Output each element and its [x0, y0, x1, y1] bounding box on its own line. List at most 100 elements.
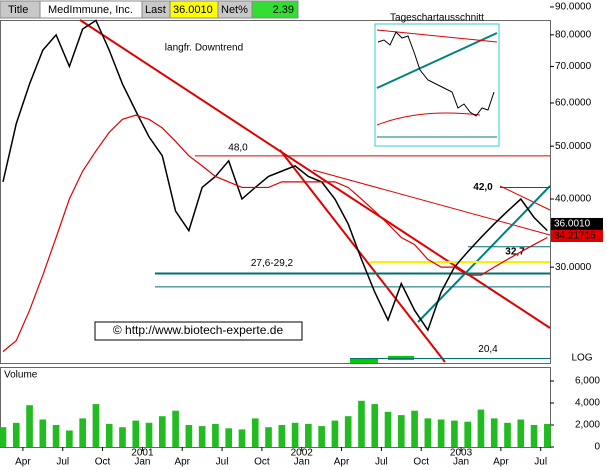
volume-bar [517, 419, 525, 447]
volume-bar [358, 400, 365, 447]
volume-bar [411, 410, 418, 447]
price-tag [551, 229, 603, 242]
y-tick-label: 90.0000 [555, 2, 592, 13]
volume-tick-label: 0 [594, 442, 600, 453]
plot-frame [0, 20, 551, 364]
volume-bar [318, 426, 325, 447]
x-tick-label: Oct [413, 457, 429, 468]
volume-bar [79, 418, 86, 447]
header-cell [251, 0, 299, 19]
volume-bar [384, 411, 392, 447]
volume-bar [185, 425, 193, 447]
volume-bar [92, 404, 100, 447]
volume-bar [12, 422, 20, 447]
volume-tick-label: 4,000 [575, 398, 600, 409]
x-tick-label: Apr [493, 457, 509, 468]
trend-line [279, 149, 446, 363]
year-label: 2002 [291, 448, 314, 459]
volume-bar [331, 420, 339, 447]
x-tick-label: Jan [453, 457, 469, 468]
y-tick-label: 30.0000 [555, 262, 592, 273]
volume-bar [52, 425, 60, 447]
volume-bar [26, 405, 33, 447]
volume-bar [212, 423, 219, 447]
y-tick-label: 50.0000 [555, 141, 592, 152]
x-tick-label: Jul [534, 457, 547, 468]
price-line [2, 114, 548, 353]
x-tick-label: Jul [56, 457, 69, 468]
header-label: Net% [221, 4, 248, 16]
volume-frame [0, 367, 551, 448]
header-last: 36.0010 [173, 4, 213, 16]
volume-bar [305, 423, 312, 447]
volume-bar [424, 418, 432, 447]
volume-bar [105, 423, 113, 447]
x-tick-label: Jan [294, 457, 310, 468]
price-line [2, 19, 548, 332]
volume-bar [145, 422, 153, 447]
volume-bar [544, 423, 551, 447]
y-tick-label: 80.0000 [555, 29, 592, 40]
level-label: 20,4 [478, 344, 498, 355]
volume-bar [371, 404, 379, 447]
volume-bar [39, 419, 47, 447]
volume-bar [397, 415, 405, 447]
volume-bar [225, 428, 233, 447]
volume-tick-label: 2,000 [575, 420, 600, 431]
x-tick-label: Jul [216, 457, 229, 468]
volume-title: Volume [4, 370, 38, 381]
level-label: 32,7 [505, 246, 525, 257]
y-tick-label: 60.0000 [555, 98, 592, 109]
level-label: 27,6-29,2 [251, 258, 294, 269]
volume-bar [504, 422, 511, 447]
volume-bar [238, 429, 246, 447]
volume-bar [437, 419, 445, 447]
marker [350, 359, 378, 363]
x-tick-label: Jan [134, 457, 150, 468]
header-label: Title [8, 4, 28, 16]
volume-bar [265, 427, 272, 447]
header-label: Last [145, 4, 166, 16]
volume-bar [66, 430, 73, 447]
level-label: 48,0 [228, 142, 248, 153]
x-tick-label: Apr [15, 457, 31, 468]
inset-line [376, 32, 498, 89]
header-name: MedImmune, Inc. [48, 4, 133, 16]
y-tick-label: 40.0000 [555, 194, 592, 205]
annotation: © http://www.biotech-experte.de [113, 323, 284, 337]
x-tick-label: Oct [95, 457, 111, 468]
volume-bar [291, 422, 299, 447]
volume-bar [0, 427, 7, 447]
volume-bar [530, 425, 538, 447]
volume-bar [451, 420, 458, 447]
x-tick-label: Oct [254, 457, 270, 468]
trend-line [312, 169, 551, 236]
volume-bar [344, 416, 352, 447]
year-label: 2001 [131, 448, 154, 459]
header-net: 2.39 [273, 4, 294, 16]
volume-bar [278, 425, 286, 447]
trend-line [499, 185, 551, 211]
year-label: 2003 [450, 448, 473, 459]
volume-tick-label: 6,000 [575, 376, 600, 387]
inset-line [376, 29, 498, 43]
annotation-box [94, 321, 303, 341]
y-tick-label: 70.0000 [555, 61, 592, 72]
x-tick-label: Jul [375, 457, 388, 468]
volume-bar [464, 421, 472, 447]
price-tag-label: 36.0010 [554, 219, 591, 230]
price-tag-label: 34.21715 [554, 231, 596, 242]
level-label: 42,0 [473, 182, 493, 193]
volume-bar [251, 418, 259, 447]
price-tag [551, 217, 603, 230]
x-tick-label: Apr [334, 457, 350, 468]
volume-bar [477, 409, 485, 447]
volume-bar [158, 416, 166, 447]
volume-bar [172, 410, 179, 447]
volume-bar [490, 418, 498, 447]
log-label: LOG [571, 353, 592, 364]
volume-bar [132, 420, 140, 447]
inset-ma [376, 112, 481, 126]
volume-bar [198, 426, 206, 447]
